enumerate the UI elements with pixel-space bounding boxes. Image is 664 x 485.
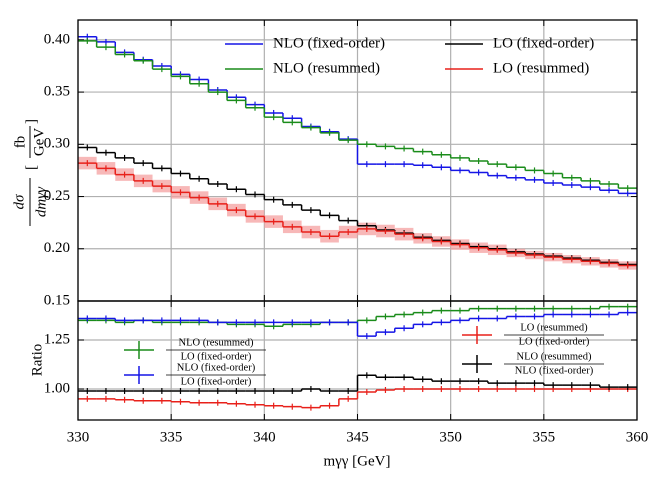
- legend-label: LO (resummed): [493, 60, 589, 76]
- x-tick-label: 340: [253, 429, 276, 445]
- legend-label: NLO (resummed): [273, 60, 380, 76]
- legend-denominator: LO (fixed-order): [519, 336, 590, 347]
- x-tick-label: 330: [67, 429, 90, 445]
- legend-label: NLO (fixed-order): [273, 35, 385, 51]
- y-axis-label: dσ dmγγ [ fb GeV]: [11, 119, 49, 226]
- x-tick-label: 350: [439, 429, 462, 445]
- legend-denominator: LO (fixed-order): [181, 351, 252, 362]
- legend-denominator: LO (fixed-order): [181, 376, 252, 387]
- y-tick-label: 0.40: [44, 31, 70, 47]
- y-tick-label: 1.25: [44, 331, 70, 347]
- y-label-unit-numerator: fb: [12, 136, 28, 149]
- bracket: ]: [23, 119, 39, 124]
- y-tick-label: 1.00: [44, 380, 70, 396]
- y-tick-label: 0.30: [44, 136, 70, 152]
- legend-denominator: NLO (fixed-order): [515, 365, 594, 376]
- legend-label: LO (fixed-order): [493, 35, 594, 51]
- legend-numerator: NLO (resummed): [179, 337, 254, 348]
- x-axis-label: mγγ [GeV]: [324, 453, 391, 469]
- legend-numerator: LO (resummed): [520, 322, 588, 333]
- y-label-unit-denominator: GeV: [31, 128, 47, 156]
- x-tick-label: 355: [533, 429, 556, 445]
- axes-frame: [77, 300, 638, 421]
- bracket: [: [23, 165, 39, 170]
- y-tick-label: 0.15: [44, 292, 70, 308]
- plot-area: [78, 303, 637, 411]
- y-tick-label: 0.25: [44, 188, 70, 204]
- legend-numerator: NLO (resummed): [517, 351, 592, 362]
- y-tick-label: 0.35: [44, 84, 70, 100]
- y-tick-label: 0.20: [44, 240, 70, 256]
- plot-area: [78, 33, 637, 270]
- y-label-numerator: dσ: [11, 194, 27, 210]
- y-axis-label: Ratio: [29, 344, 45, 377]
- x-tick-label: 335: [160, 429, 183, 445]
- x-tick-label: 360: [626, 429, 649, 445]
- x-tick-label: 345: [346, 429, 369, 445]
- legend-numerator: NLO (fixed-order): [177, 362, 256, 373]
- y-label-denominator: dmγγ: [33, 186, 49, 217]
